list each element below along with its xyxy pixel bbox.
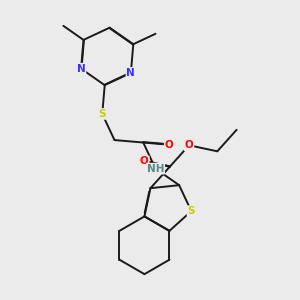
Text: N: N [77, 64, 85, 74]
Text: O: O [140, 156, 149, 166]
Text: S: S [98, 109, 106, 119]
Text: O: O [165, 140, 173, 150]
Text: NH: NH [147, 164, 164, 174]
Text: N: N [127, 68, 135, 78]
Text: O: O [185, 140, 194, 150]
Text: S: S [188, 206, 195, 216]
